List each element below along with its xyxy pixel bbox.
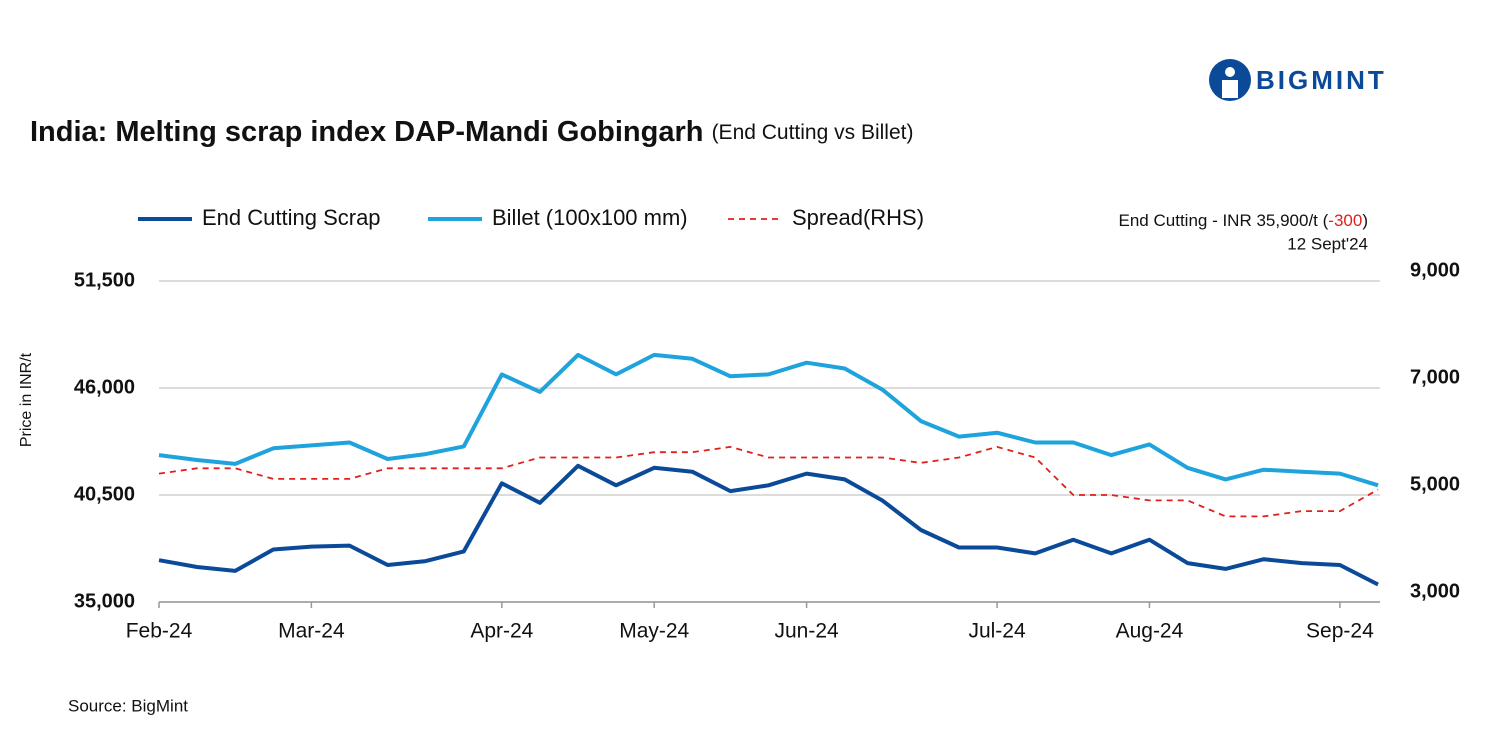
annotation-date: 12 Sept'24 xyxy=(1287,234,1368,253)
y-tick-label: 46,000 xyxy=(74,376,135,398)
source: Source: BigMint xyxy=(68,696,188,715)
legend-label: End Cutting Scrap xyxy=(202,205,381,230)
subtitle: (End Cutting vs Billet) xyxy=(712,121,914,144)
series-line xyxy=(158,463,1379,587)
x-tick-label: Jun-24 xyxy=(774,620,839,643)
brand-name: BIGMINT xyxy=(1256,65,1387,95)
x-tick-label: Feb-24 xyxy=(126,620,193,643)
logo-icon-body xyxy=(1222,80,1238,98)
x-tick-label: Aug-24 xyxy=(1116,620,1184,643)
y2-tick-label: 7,000 xyxy=(1410,366,1460,388)
series-line xyxy=(158,352,1379,488)
y2-tick-label: 3,000 xyxy=(1410,580,1460,602)
y-tick-label: 40,500 xyxy=(74,483,135,505)
y-axis-label: Price in INR/t xyxy=(18,352,35,447)
brand-logo: BIGMINT xyxy=(1209,59,1387,101)
y-tick-label: 35,000 xyxy=(74,590,135,612)
legend-label: Billet (100x100 mm) xyxy=(492,205,688,230)
annotation-text: ) xyxy=(1362,211,1368,230)
series-line xyxy=(158,446,1379,518)
annotation: End Cutting - INR 35,900/t (-300) xyxy=(1119,211,1368,230)
legend: End Cutting Scrap Billet (100x100 mm) Spre… xyxy=(138,205,924,230)
x-tick-label: Apr-24 xyxy=(470,620,533,643)
y2-tick-label: 5,000 xyxy=(1410,473,1460,495)
legend-label: Spread(RHS) xyxy=(792,205,924,230)
y2-tick-label: 9,000 xyxy=(1410,259,1460,281)
y-tick-label: 51,500 xyxy=(74,269,135,291)
annotation-text: End Cutting - INR 35,900/t ( xyxy=(1119,211,1329,230)
x-tick-label: Jul-24 xyxy=(968,620,1026,643)
annotation-change: -300 xyxy=(1328,211,1362,230)
logo-icon-head xyxy=(1225,67,1235,77)
chart-title: India: Melting scrap index DAP-Mandi Gob… xyxy=(30,116,913,148)
title: India: Melting scrap index DAP-Mandi Gob… xyxy=(30,116,704,148)
x-tick-label: May-24 xyxy=(619,620,689,643)
x-tick-label: Mar-24 xyxy=(278,620,345,643)
x-tick-label: Sep-24 xyxy=(1306,620,1374,643)
